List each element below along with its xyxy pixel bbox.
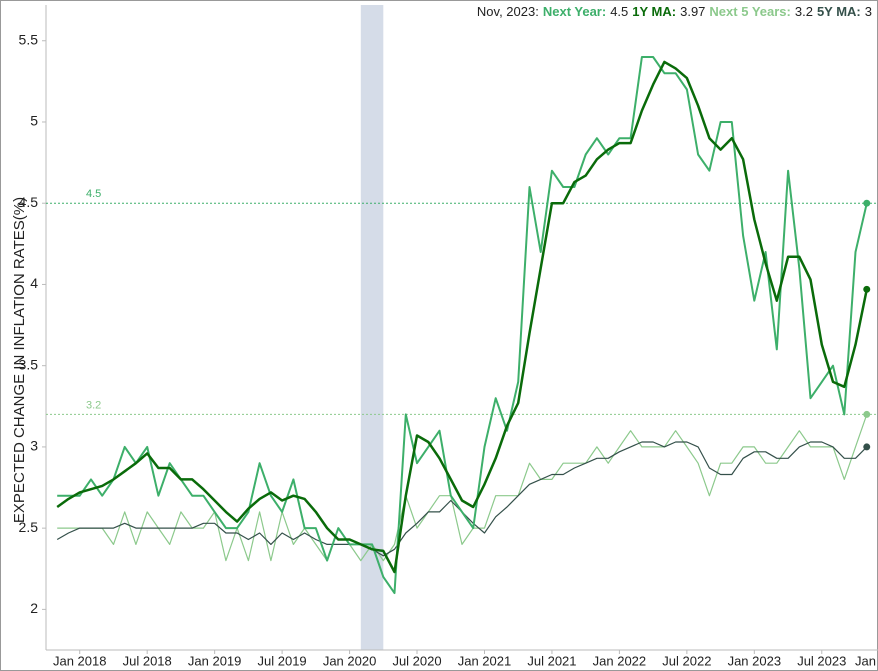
- summary-label: Next Year:: [543, 4, 606, 19]
- y-tick-label: 4: [30, 275, 38, 291]
- x-tick-label: Jan 2019: [188, 653, 242, 668]
- x-tick-label: Jan 2023: [728, 653, 782, 668]
- x-tick-label: Jan 2020: [323, 653, 377, 668]
- x-tick-label: Jul 2023: [797, 653, 846, 668]
- reference-label: 4.5: [86, 188, 101, 200]
- summary-label: 1Y MA:: [632, 4, 676, 19]
- x-tick-label: Jul 2020: [392, 653, 441, 668]
- recession-band: [360, 5, 384, 650]
- summary: Nov, 2023: Next Year: 4.5 1Y MA: 3.97 Next 5 …: [477, 4, 872, 19]
- summary-value: 4.5: [610, 4, 628, 19]
- y-axis-label: EXPECTED CHANGE IN INFLATION RATES(%): [11, 197, 28, 523]
- x-tick-label: Jul 2019: [258, 653, 307, 668]
- x-tick-label: Jan: [855, 653, 876, 668]
- summary-value: 3.2: [795, 4, 813, 19]
- end-marker: [863, 285, 871, 293]
- x-tick-label: Jan 2018: [53, 653, 107, 668]
- series-line: [56, 60, 869, 574]
- series-line: [57, 56, 868, 595]
- x-tick-label: Jan 2021: [458, 653, 512, 668]
- x-tick-label: Jul 2018: [123, 653, 172, 668]
- summary-value: 3.97: [680, 4, 705, 19]
- summary-value: 3: [865, 4, 872, 19]
- end-marker: [863, 410, 871, 418]
- x-tick-label: Jan 2022: [593, 653, 647, 668]
- y-tick-label: 2.5: [19, 519, 39, 535]
- summary-date: Nov, 2023:: [477, 4, 539, 19]
- reference-label: 3.2: [86, 399, 101, 411]
- summary-label: Next 5 Years:: [709, 4, 790, 19]
- x-tick-label: Jul 2021: [527, 653, 576, 668]
- x-tick-label: Jul 2022: [662, 653, 711, 668]
- y-tick-label: 2: [30, 600, 38, 616]
- end-marker: [863, 443, 871, 451]
- y-tick-label: 4.5: [19, 194, 39, 210]
- y-tick-label: 3.5: [19, 356, 39, 372]
- y-tick-label: 3: [30, 438, 38, 454]
- y-tick-label: 5: [30, 113, 38, 129]
- end-marker: [863, 199, 871, 207]
- y-tick-label: 5.5: [19, 31, 39, 47]
- summary-label: 5Y MA:: [817, 4, 861, 19]
